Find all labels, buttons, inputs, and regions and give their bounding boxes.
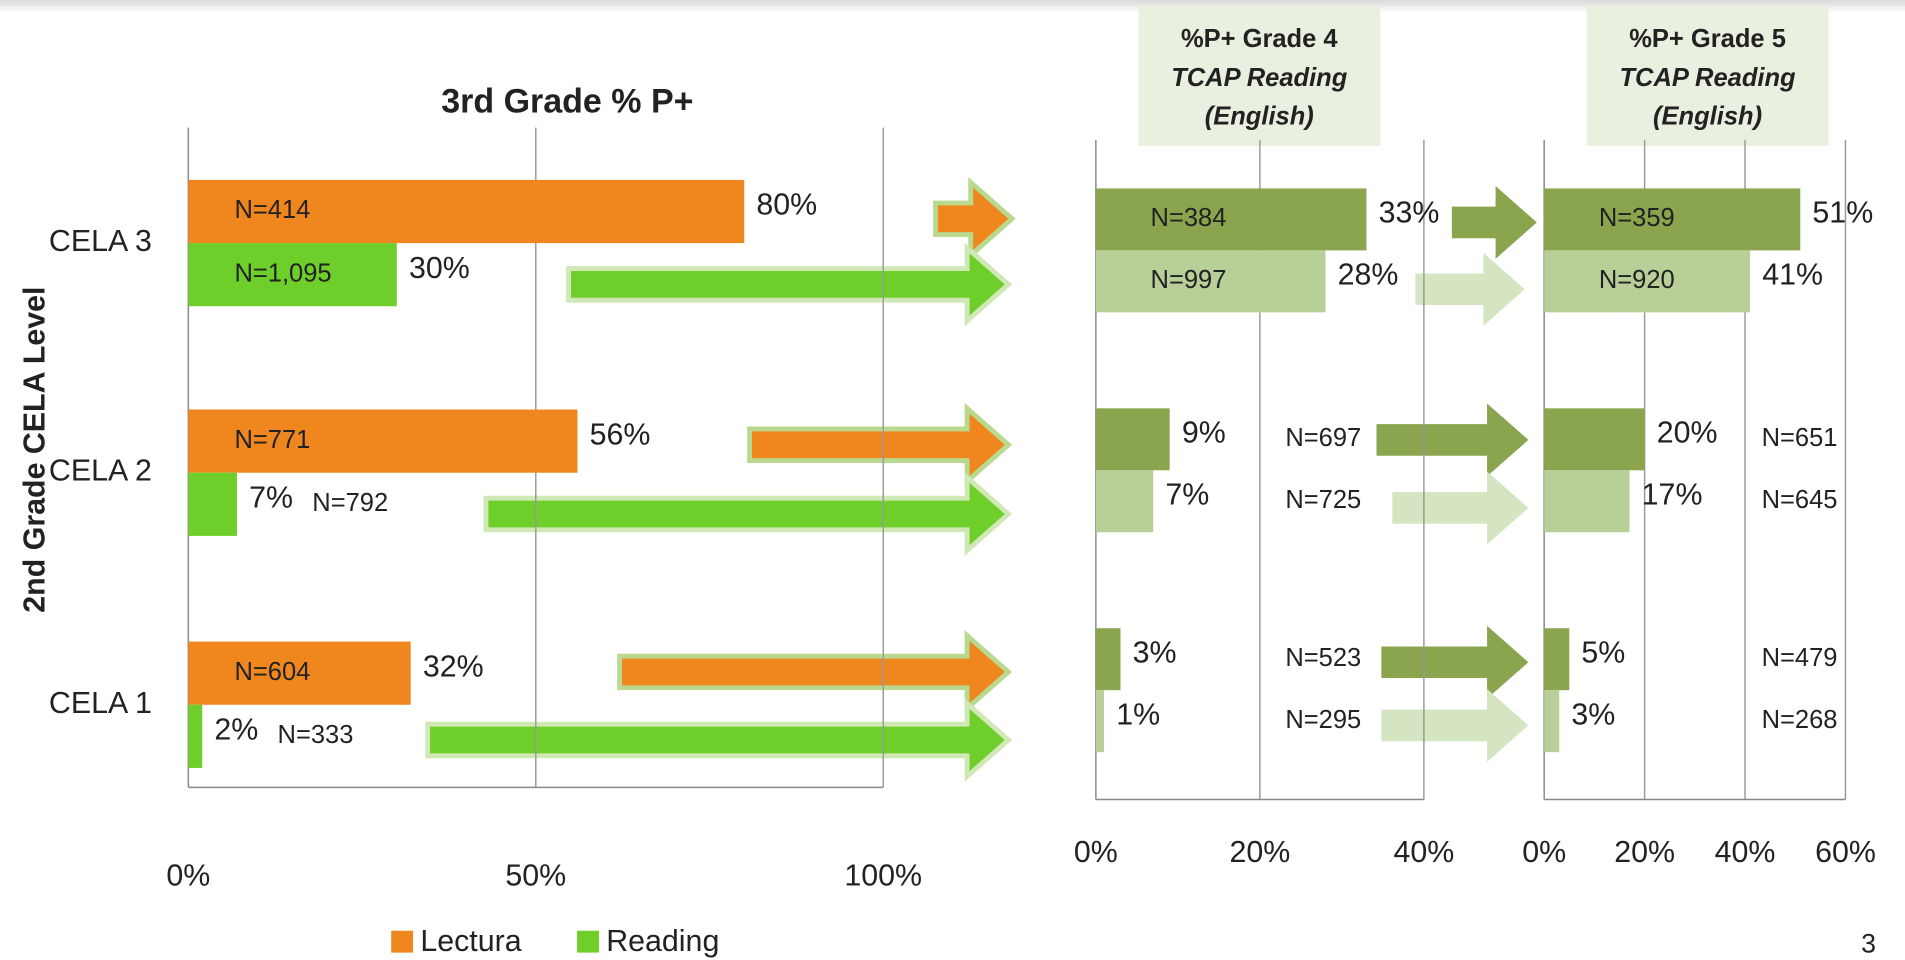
x-tick-label: 0% (1522, 836, 1566, 869)
value-label: 3% (1133, 636, 1177, 669)
bar (188, 641, 411, 705)
legend-swatch (391, 930, 414, 953)
x-tick-label: 0% (1074, 836, 1118, 869)
arrow (1376, 403, 1529, 477)
legend-label: Reading (606, 925, 719, 958)
x-tick-label: 50% (505, 859, 566, 892)
x-tick-label: 0% (166, 859, 210, 892)
value-label: 7% (249, 481, 293, 514)
bar (1095, 470, 1154, 533)
n-label: N=771 (234, 426, 310, 454)
bar (1095, 408, 1170, 471)
n-label: N=523 (1285, 644, 1361, 672)
value-label: 28% (1338, 259, 1399, 292)
value-label: 30% (409, 252, 470, 285)
arrow (566, 242, 1013, 327)
n-label: N=920 (1599, 266, 1675, 294)
bar (1095, 628, 1121, 691)
bar (1095, 250, 1326, 313)
value-label: 9% (1182, 416, 1226, 449)
title-box (1138, 6, 1381, 146)
chart-title-line: TCAP Reading (1171, 64, 1348, 92)
value-label: 56% (590, 418, 651, 451)
chart-title: 3rd Grade % P+ (441, 82, 693, 120)
chart-title-line: (English) (1653, 103, 1762, 131)
bar (188, 704, 203, 768)
n-label: N=414 (234, 196, 310, 224)
category-label: CELA 1 (49, 687, 152, 720)
arrow (483, 472, 1013, 556)
n-label: N=479 (1762, 644, 1838, 672)
page-number: 3 (1861, 928, 1876, 958)
n-label: N=697 (1285, 424, 1361, 452)
bar (1095, 690, 1105, 753)
n-label: N=268 (1762, 706, 1838, 734)
n-label: N=792 (312, 489, 388, 517)
value-label: 80% (756, 189, 817, 222)
x-tick-label: 40% (1394, 836, 1455, 869)
value-label: 41% (1762, 259, 1823, 292)
legend-swatch (577, 930, 599, 953)
n-label: N=1,095 (234, 259, 331, 287)
value-label: 32% (423, 650, 484, 683)
n-label: N=384 (1151, 204, 1227, 232)
arrow (1381, 625, 1529, 699)
chart-title-line: %P+ Grade 5 (1629, 25, 1786, 53)
bar (188, 409, 578, 473)
arrows (425, 176, 1537, 782)
category-label: CELA 3 (49, 225, 152, 258)
n-label: N=604 (234, 658, 310, 686)
n-label: N=651 (1762, 424, 1838, 452)
x-tick-label: 60% (1815, 836, 1876, 869)
n-label: N=997 (1151, 266, 1227, 294)
value-label: 33% (1379, 197, 1440, 230)
bar (1544, 470, 1630, 533)
title-box (1586, 6, 1829, 146)
bar (1544, 690, 1560, 753)
bar (188, 472, 237, 536)
chart-title-line: %P+ Grade 4 (1181, 25, 1338, 53)
chart-title-line: (English) (1205, 103, 1314, 131)
bar (1544, 408, 1645, 471)
x-tick-label: 20% (1229, 836, 1290, 869)
n-label: N=725 (1285, 486, 1361, 514)
arrow (1451, 185, 1537, 259)
value-label: 20% (1657, 416, 1718, 449)
value-label: 3% (1571, 698, 1615, 731)
y-axis-label: 2nd Grade CELA Level (18, 287, 51, 613)
n-label: N=295 (1285, 706, 1361, 734)
value-label: 51% (1812, 197, 1873, 230)
arrow (1392, 471, 1529, 545)
arrow (747, 402, 1013, 487)
value-label: 2% (214, 714, 258, 747)
bar (1544, 250, 1751, 313)
bar (1544, 188, 1801, 251)
value-label: 17% (1642, 478, 1703, 511)
arrow (933, 176, 1016, 261)
bar (188, 243, 397, 307)
arrow (1381, 688, 1529, 762)
value-label: 5% (1581, 636, 1625, 669)
bar (1544, 628, 1570, 691)
value-label: 1% (1116, 698, 1160, 731)
x-tick-label: 100% (844, 859, 922, 892)
bar (1095, 188, 1367, 251)
n-label: N=359 (1599, 204, 1675, 232)
value-label: 7% (1165, 478, 1209, 511)
chart-title-line: TCAP Reading (1619, 64, 1796, 92)
n-label: N=645 (1762, 486, 1838, 514)
top-band (0, 0, 1905, 13)
x-tick-label: 20% (1614, 836, 1675, 869)
x-tick-label: 40% (1715, 836, 1776, 869)
bar (188, 179, 745, 244)
arrow (617, 630, 1013, 714)
legend-label: Lectura (420, 925, 521, 958)
category-label: CELA 2 (49, 455, 152, 488)
n-label: N=333 (278, 721, 354, 749)
arrow (425, 698, 1013, 782)
arrow (1415, 252, 1525, 326)
